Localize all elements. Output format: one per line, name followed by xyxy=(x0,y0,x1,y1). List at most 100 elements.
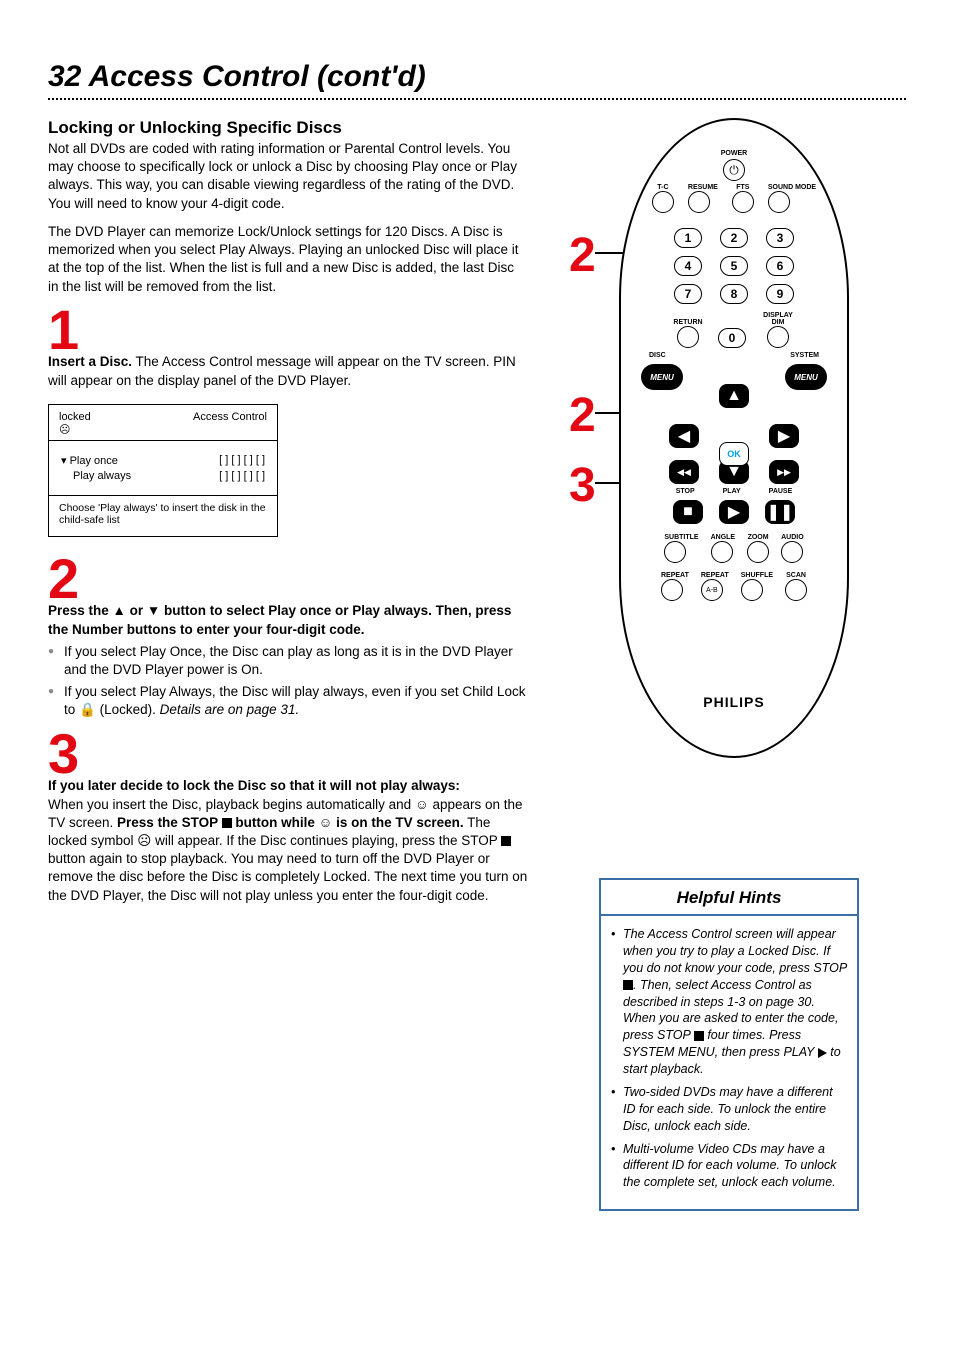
tc-button[interactable] xyxy=(652,191,674,213)
fts-area: FTS xyxy=(732,184,754,213)
scan-area: SCAN xyxy=(785,572,807,601)
forward-button[interactable]: ▶▶ xyxy=(769,460,799,484)
step-2-head: Press the ▲ or ▼ button to select Play o… xyxy=(48,602,528,638)
remote-body: POWER ⏻ T-C RESUME FTS SOUND MODE 1 2 3 xyxy=(619,118,849,758)
num-row-1: 1 2 3 xyxy=(621,228,847,248)
sad-face-icon: ☹ xyxy=(59,424,70,436)
osd-play-always-label: Play always xyxy=(61,470,131,482)
step-3-text: When you insert the Disc, playback begin… xyxy=(48,796,528,905)
stop-button[interactable]: ■ xyxy=(673,500,703,524)
step-2-b2-italic: Details are on page 31. xyxy=(160,702,300,717)
osd-title: Access Control xyxy=(193,411,267,436)
tc-label: T-C xyxy=(652,184,674,191)
hints-body: The Access Control screen will appear wh… xyxy=(601,916,857,1209)
callout-3: 3 xyxy=(569,458,596,513)
repeat-ab-button[interactable]: A-B xyxy=(701,579,723,601)
resume-area: RESUME xyxy=(688,184,718,213)
nav-right-button[interactable]: ▶ xyxy=(769,424,799,448)
fts-button[interactable] xyxy=(732,191,754,213)
num-1-button[interactable]: 1 xyxy=(674,228,702,248)
s3-t2b: button while ☺ is on the TV screen. xyxy=(232,815,464,830)
power-button[interactable]: ⏻ xyxy=(723,159,745,181)
osd-code-2: [ ] [ ] [ ] [ ] xyxy=(219,470,265,482)
subtitle-button[interactable] xyxy=(664,541,686,563)
num-0-button[interactable]: 0 xyxy=(718,328,746,348)
system-menu-button[interactable]: MENU xyxy=(785,364,827,390)
lock-icon: 🔒 xyxy=(79,702,96,717)
num-6-button[interactable]: 6 xyxy=(766,256,794,276)
num-row-2: 4 5 6 xyxy=(621,256,847,276)
stop-label: STOP xyxy=(676,488,695,495)
angle-button[interactable] xyxy=(711,541,733,563)
step-3-number: 3 xyxy=(48,730,528,778)
osd-box: locked ☹ Access Control ▾ Play once [ ] … xyxy=(48,404,278,537)
osd-middle: ▾ Play once [ ] [ ] [ ] [ ] Play always … xyxy=(49,440,277,496)
shuffle-button[interactable] xyxy=(741,579,763,601)
nav-left-button[interactable]: ◀ xyxy=(669,424,699,448)
title-rule xyxy=(48,98,906,100)
osd-footer: Choose 'Play always' to insert the disk … xyxy=(49,496,277,536)
num-4-button[interactable]: 4 xyxy=(674,256,702,276)
callout-2b: 2 xyxy=(569,388,596,443)
displaydim-button[interactable] xyxy=(767,326,789,348)
right-column: 2 2 3 POWER ⏻ T-C RESUME FTS SOUND MODE xyxy=(552,118,906,1211)
num-3-button[interactable]: 3 xyxy=(766,228,794,248)
tc-area: T-C xyxy=(652,184,674,213)
hint-1a: The Access Control screen will appear wh… xyxy=(623,927,847,975)
power-area: POWER ⏻ xyxy=(714,150,754,181)
osd-top-row: locked ☹ Access Control xyxy=(49,405,277,440)
angle-label: ANGLE xyxy=(711,534,736,541)
repeat-button[interactable] xyxy=(661,579,683,601)
osd-play-always-row: Play always [ ] [ ] [ ] [ ] xyxy=(61,470,265,482)
zoom-area: ZOOM xyxy=(747,534,769,563)
hints-box: Helpful Hints The Access Control screen … xyxy=(599,878,859,1211)
return-button[interactable] xyxy=(677,326,699,348)
resume-button[interactable] xyxy=(688,191,710,213)
pause-button[interactable]: ❚❚ xyxy=(765,500,795,524)
num-8-button[interactable]: 8 xyxy=(720,284,748,304)
osd-play-once-label: ▾ Play once xyxy=(61,454,118,467)
step-1-head: Insert a Disc. xyxy=(48,354,132,369)
return-label: RETURN xyxy=(668,319,708,326)
step-2-bullet-2: If you select Play Always, the Disc will… xyxy=(48,683,528,719)
num-5-button[interactable]: 5 xyxy=(720,256,748,276)
resume-label: RESUME xyxy=(688,184,718,191)
intro-paragraph-1: Not all DVDs are coded with rating infor… xyxy=(48,140,528,213)
num-7-button[interactable]: 7 xyxy=(674,284,702,304)
stop-icon-h2 xyxy=(694,1031,704,1041)
sound-button[interactable] xyxy=(768,191,790,213)
hints-title: Helpful Hints xyxy=(601,880,857,916)
num-2-button[interactable]: 2 xyxy=(720,228,748,248)
s3-t4: button again to stop playback. You may n… xyxy=(48,851,527,902)
osd-code-1: [ ] [ ] [ ] [ ] xyxy=(219,454,265,467)
nav-up-button[interactable]: ▲ xyxy=(719,384,749,408)
transport-row: ■ ▶ ❚❚ xyxy=(621,500,847,524)
displaydim-area: DISPLAY DIM xyxy=(756,312,800,348)
play-label: PLAY xyxy=(723,488,741,495)
disc-menu-button[interactable]: MENU xyxy=(641,364,683,390)
displaydim-label: DISPLAY DIM xyxy=(756,312,800,326)
hint-2: Two-sided DVDs may have a different ID f… xyxy=(611,1084,847,1135)
disc-label: DISC xyxy=(649,352,666,359)
pause-label: PAUSE xyxy=(769,488,793,495)
play-button[interactable]: ▶ xyxy=(719,500,749,524)
repeat-area: REPEAT xyxy=(661,572,689,601)
osd-locked-label: locked ☹ xyxy=(59,411,91,436)
zoom-button[interactable] xyxy=(747,541,769,563)
ok-button[interactable]: OK xyxy=(719,442,749,466)
section-heading: Locking or Unlocking Specific Discs xyxy=(48,118,528,138)
fts-label: FTS xyxy=(732,184,754,191)
num-row-4: RETURN 0 DISPLAY DIM xyxy=(621,312,847,348)
feature-row-a: SUBTITLE ANGLE ZOOM AUDIO xyxy=(621,534,847,563)
transport-labels: STOP PLAY PAUSE xyxy=(621,488,847,495)
rewind-button[interactable]: ◀◀ xyxy=(669,460,699,484)
intro-paragraph-2: The DVD Player can memorize Lock/Unlock … xyxy=(48,223,528,296)
sound-label: SOUND MODE xyxy=(768,184,816,191)
num-9-button[interactable]: 9 xyxy=(766,284,794,304)
page-title: 32 Access Control (cont'd) xyxy=(48,60,906,94)
top-row: T-C RESUME FTS SOUND MODE xyxy=(621,184,847,213)
audio-button[interactable] xyxy=(781,541,803,563)
repeat-ab-label: REPEAT xyxy=(701,572,729,579)
step-1-number: 1 xyxy=(48,306,528,354)
scan-button[interactable] xyxy=(785,579,807,601)
